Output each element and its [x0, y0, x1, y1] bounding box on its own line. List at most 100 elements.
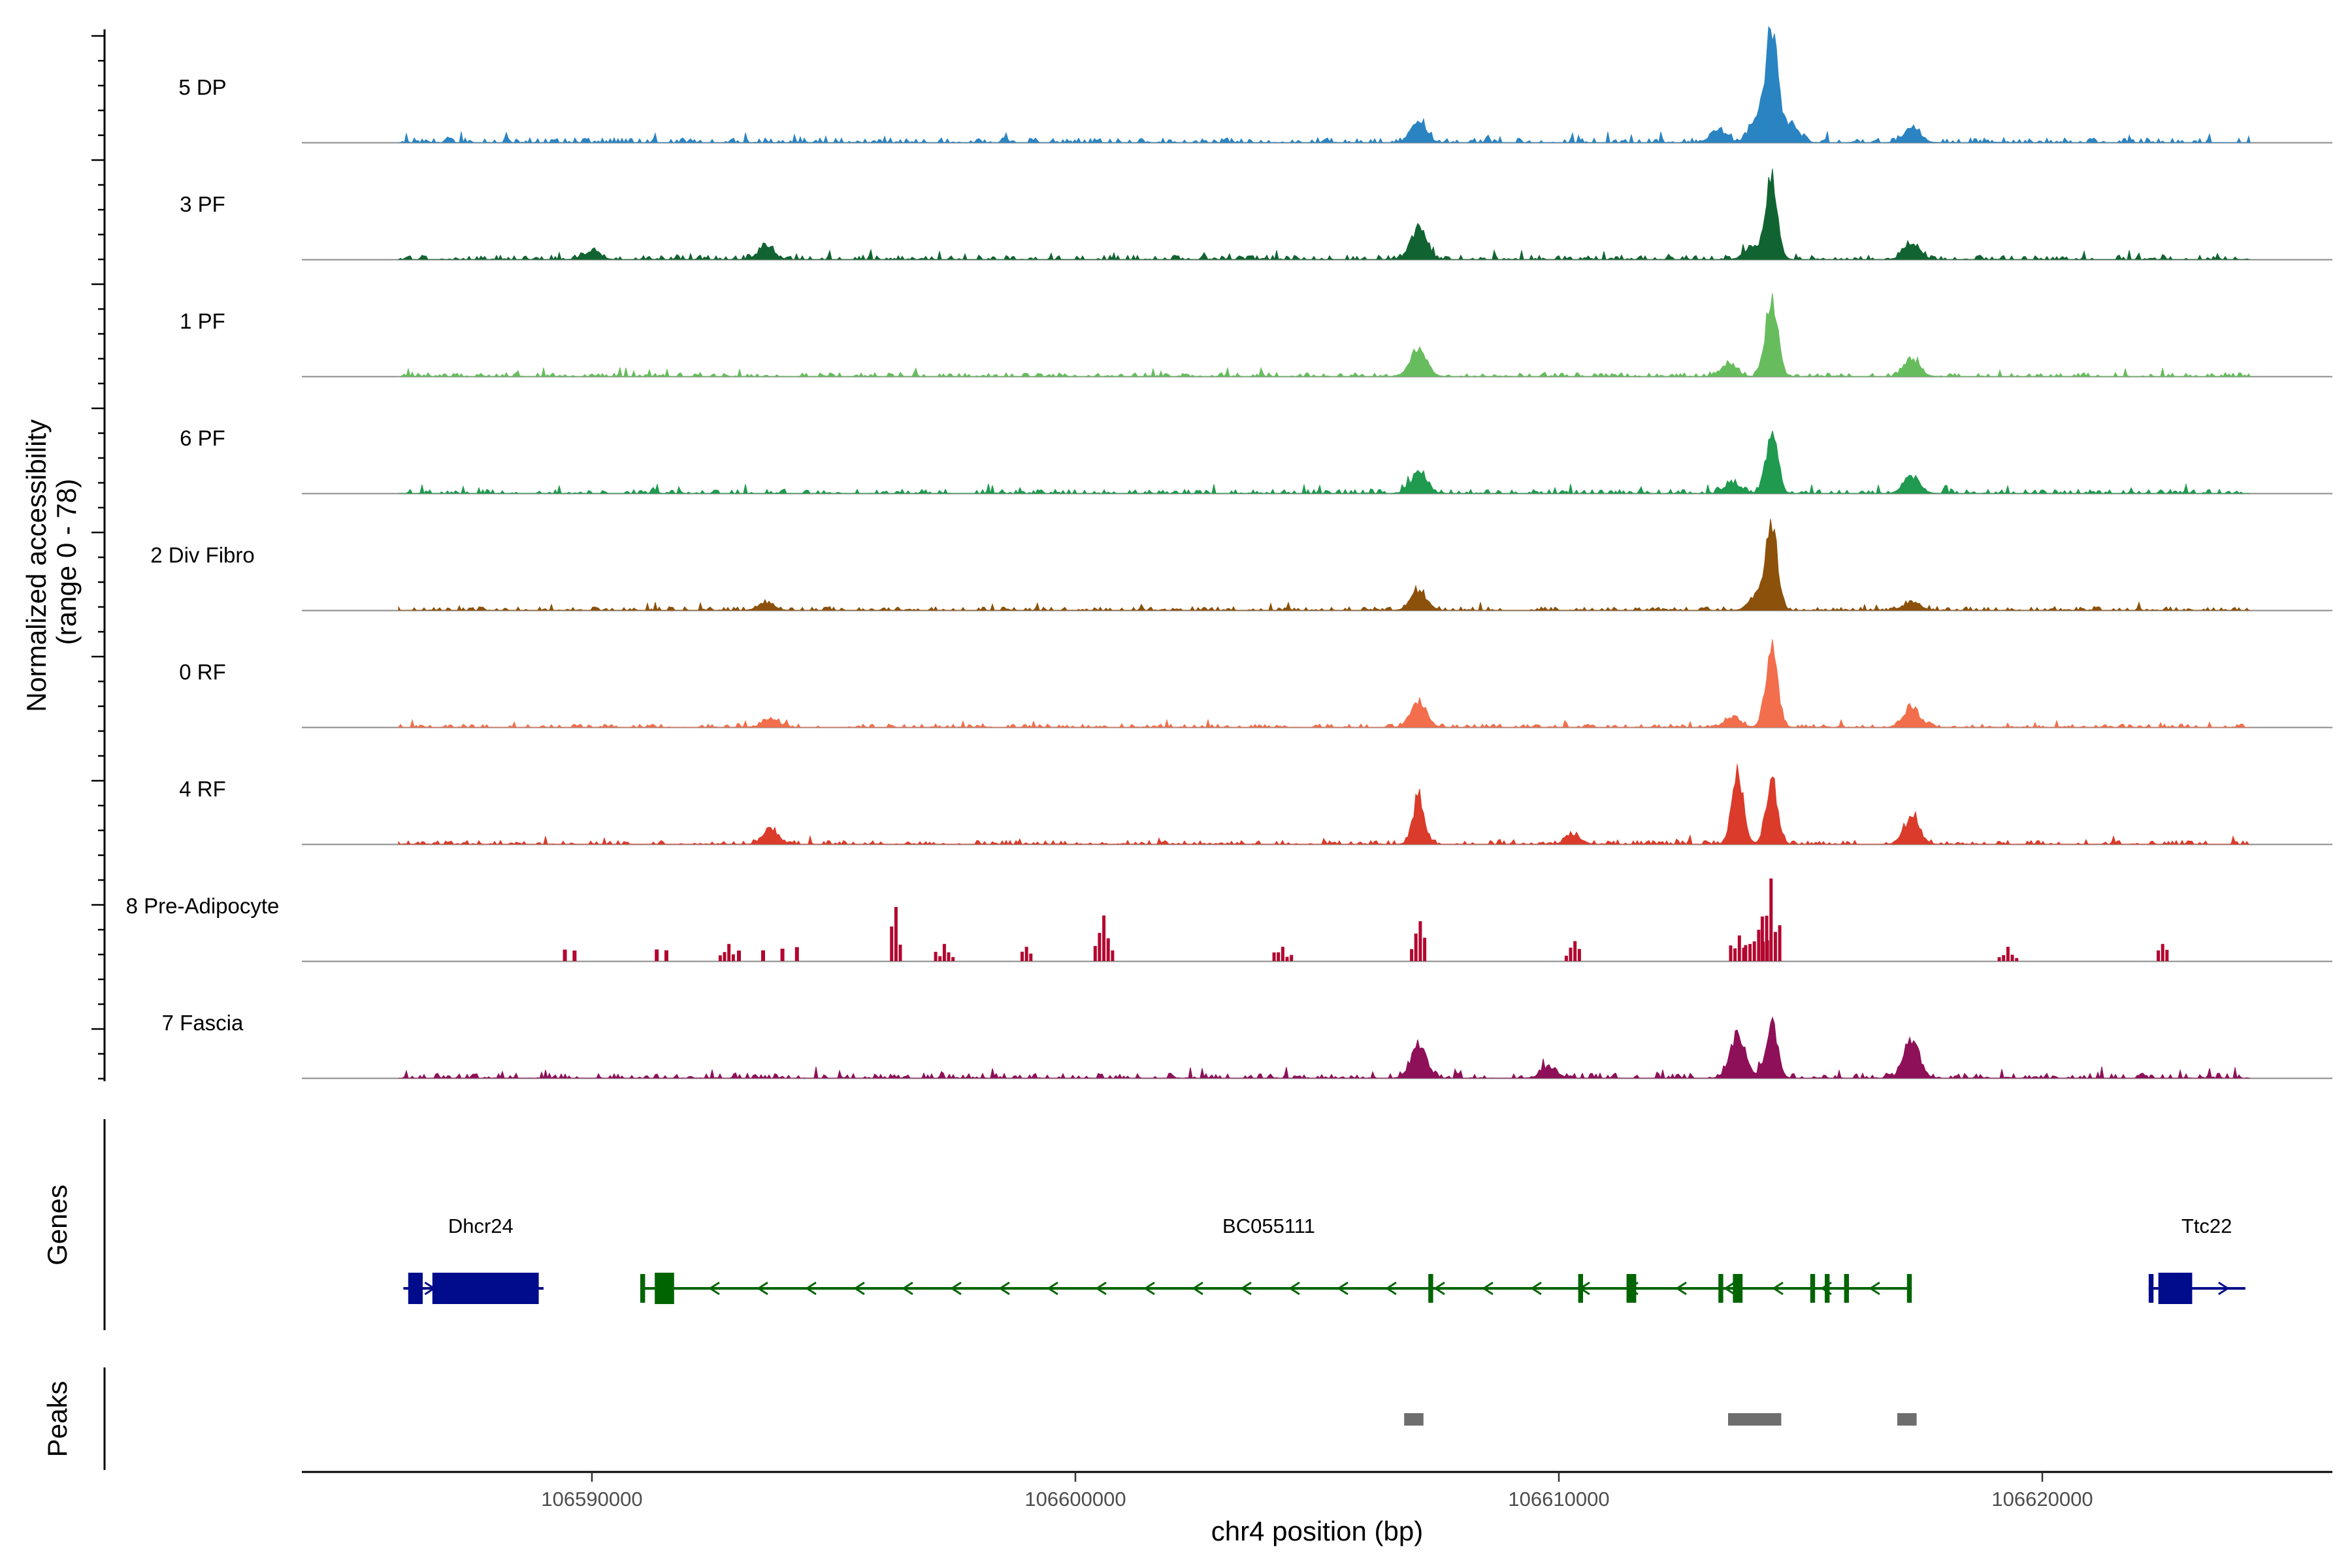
strand-chevron: [853, 1281, 865, 1296]
gene-exon: [1844, 1274, 1849, 1303]
gene-exon: [1906, 1274, 1912, 1303]
coverage-bar: [934, 951, 938, 961]
coverage-bar: [1414, 933, 1418, 961]
coverage-area: [399, 1016, 2251, 1079]
y-axis-title-line-2: (range 0 - 78): [51, 479, 82, 645]
coverage-bar: [2161, 943, 2164, 961]
coverage-bar: [737, 950, 741, 961]
coverage-bar: [1997, 957, 2001, 961]
strand-chevron: [1869, 1281, 1880, 1296]
x-tick-label: 106600000: [1024, 1488, 1126, 1511]
strand-chevron: [757, 1281, 768, 1296]
track-8-pre-adipocyte: 8 Pre-Adipocyte: [126, 878, 2332, 962]
track-label: 4 RF: [179, 777, 226, 801]
coverage-bar: [938, 956, 942, 961]
strand-chevron: [1143, 1281, 1155, 1296]
track-label: 1 PF: [180, 309, 225, 333]
strand-chevron: [902, 1281, 913, 1296]
coverage-bar: [780, 949, 785, 961]
coverage-y-axis: [91, 29, 106, 1081]
gene-exon: [432, 1273, 539, 1304]
coverage-bar: [2165, 949, 2169, 961]
coverage-bar: [1577, 949, 1581, 961]
peak-region: [1897, 1413, 1917, 1426]
coverage-bar: [1737, 935, 1741, 961]
strand-chevron: [1675, 1281, 1687, 1296]
coverage-area: [399, 293, 2251, 378]
coverage-bar: [894, 907, 898, 961]
coverage-bar: [723, 952, 727, 961]
coverage-bar: [655, 949, 659, 961]
strand-chevron: [805, 1281, 817, 1296]
coverage-bar: [1093, 945, 1097, 961]
gene-exon: [1810, 1274, 1816, 1303]
coverage-bar: [1111, 950, 1115, 961]
coverage-bar: [1573, 941, 1577, 961]
gene-exon: [1626, 1274, 1637, 1303]
coverage-bar: [1564, 955, 1568, 961]
coverage-bar: [1102, 915, 1106, 961]
coverage-bar: [1281, 947, 1284, 961]
gene-label: Ttc22: [2181, 1215, 2232, 1237]
y-axis-title: Normalized accessibility (range 0 - 78): [21, 412, 82, 712]
coverage-bar: [731, 954, 735, 961]
coverage-bar: [1423, 938, 1427, 961]
coverage-bar: [1778, 925, 1782, 961]
coverage-bar: [1024, 947, 1028, 961]
peaks-track: [103, 1367, 1917, 1470]
gene-dhcr24: Dhcr24: [403, 1215, 544, 1304]
track-6-pf: 6 PF: [180, 426, 2332, 495]
coverage-bar: [2002, 955, 2006, 961]
coverage-bar: [1733, 948, 1737, 961]
track-2-div-fibro: 2 Div Fibro: [150, 519, 2332, 612]
gene-exon: [2148, 1274, 2154, 1303]
coverage-bar: [1098, 932, 1102, 961]
coverage-bar: [898, 944, 902, 961]
coverage-bar: [1272, 952, 1276, 961]
gene-exon: [640, 1274, 645, 1303]
coverage-bar: [664, 950, 668, 961]
track-label: 5 DP: [178, 75, 226, 99]
track-label: 8 Pre-Adipocyte: [126, 894, 280, 918]
coverage-bar: [1021, 951, 1024, 961]
coverage-bar: [1765, 915, 1769, 961]
coverage-bar: [2006, 947, 2010, 961]
gene-exon: [2158, 1273, 2193, 1304]
coverage-bar: [1729, 945, 1733, 961]
strand-chevron: [1288, 1281, 1300, 1296]
strand-chevron: [998, 1281, 1010, 1296]
coverage-bar: [794, 947, 799, 961]
coverage-area: [399, 431, 2251, 495]
coverage-bar: [727, 943, 731, 961]
track-5-dp: 5 DP: [178, 25, 2332, 144]
strand-chevron: [1482, 1281, 1494, 1296]
strand-chevron: [1337, 1281, 1348, 1296]
gene-ttc22: Ttc22: [2148, 1215, 2246, 1304]
gene-exon: [1578, 1274, 1583, 1303]
coverage-bar: [718, 955, 722, 961]
peak-region: [1404, 1413, 1424, 1426]
track-4-rf: 4 RF: [179, 764, 2332, 845]
coverage-tracks: 5 DP 3 PF 1 PF 6 PF 2 Div Fibro 0 RF 4 RF 8 Pre…: [126, 25, 2332, 1079]
coverage-bar: [1285, 956, 1289, 961]
peak-region: [1728, 1413, 1782, 1426]
coverage-bar: [1410, 949, 1414, 961]
coverage-bar: [572, 950, 577, 961]
x-axis: 106590000 106600000 106610000 106620000: [302, 1471, 2332, 1511]
track-0-rf: 0 RF: [179, 639, 2332, 728]
coverage-area: [398, 519, 2251, 612]
track-label: 7 Fascia: [162, 1011, 244, 1035]
track-label: 2 Div Fibro: [150, 543, 255, 567]
strand-chevron: [1385, 1281, 1397, 1296]
track-1-pf: 1 PF: [180, 293, 2332, 378]
track-3-pf: 3 PF: [180, 169, 2332, 261]
coverage-bar: [1418, 921, 1422, 961]
gene-exon: [1825, 1274, 1830, 1303]
coverage-bar: [1106, 938, 1110, 961]
coverage-bar: [1769, 878, 1773, 961]
strand-chevron: [2217, 1281, 2230, 1296]
gene-exon: [1428, 1274, 1433, 1303]
strand-chevron: [1047, 1281, 1058, 1296]
coverage-bar: [2010, 955, 2014, 961]
strand-chevron: [708, 1281, 720, 1296]
